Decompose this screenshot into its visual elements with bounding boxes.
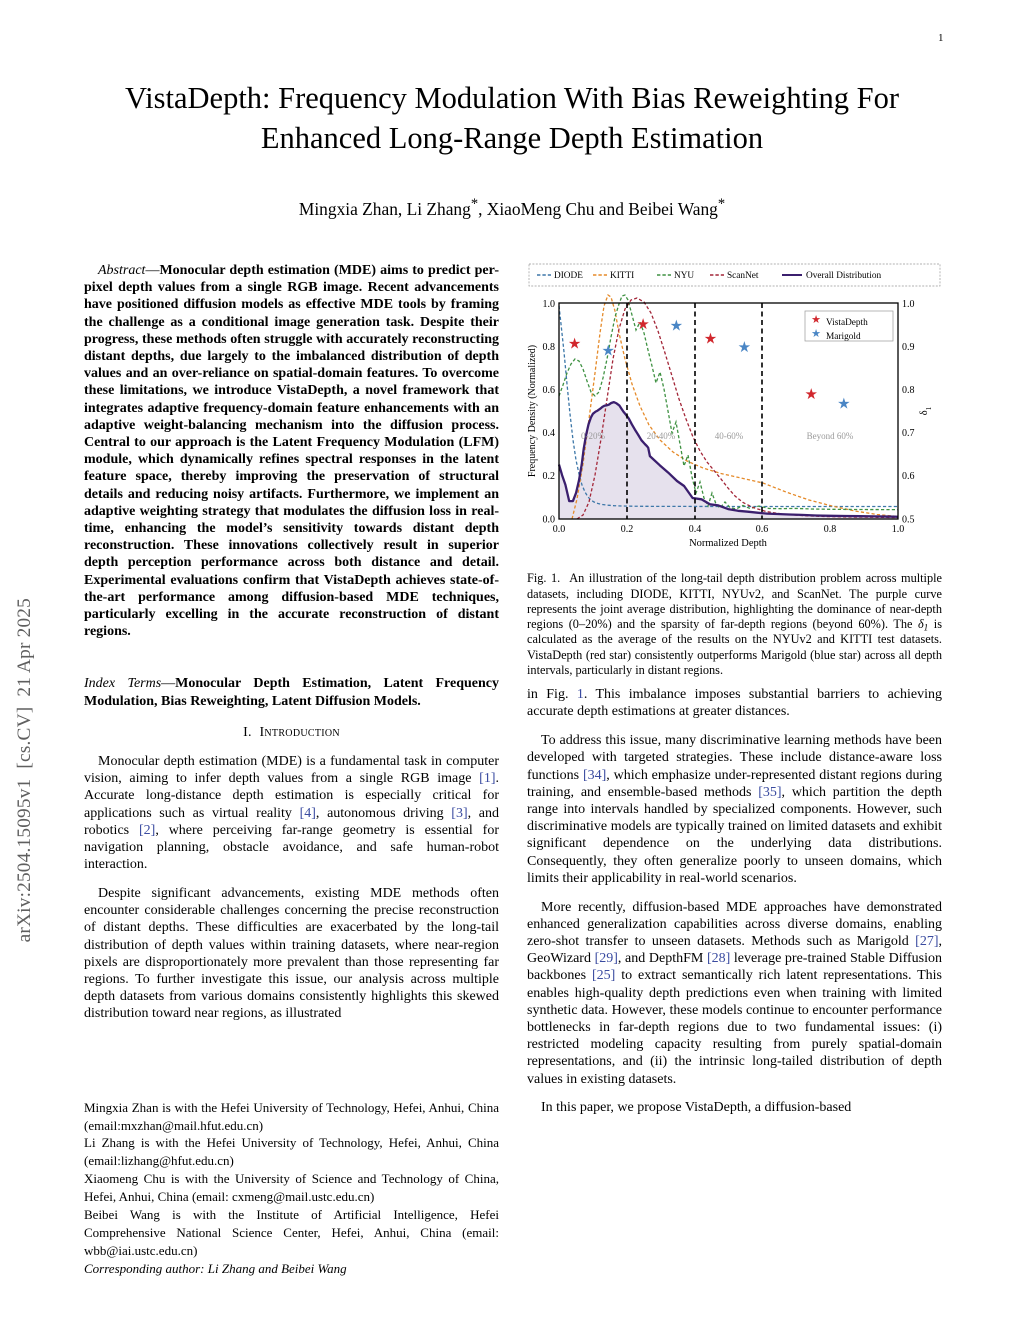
svg-text:0.0: 0.0 — [543, 515, 556, 526]
svg-text:1.0: 1.0 — [892, 524, 905, 535]
svg-text:0.4: 0.4 — [689, 524, 702, 535]
svg-text:KITTI: KITTI — [610, 271, 634, 281]
svg-text:★: ★ — [568, 337, 581, 353]
svg-text:0.8: 0.8 — [902, 385, 915, 396]
svg-text:0.2: 0.2 — [621, 524, 634, 535]
svg-text:0.9: 0.9 — [902, 342, 915, 353]
svg-text:20-40%: 20-40% — [647, 431, 676, 441]
svg-text:★: ★ — [670, 319, 683, 335]
svg-text:δ1: δ1 — [919, 406, 933, 415]
svg-text:0.5: 0.5 — [902, 515, 915, 526]
svg-text:1.0: 1.0 — [902, 299, 915, 310]
svg-text:★: ★ — [636, 317, 649, 333]
svg-text:Beyond 60%: Beyond 60% — [807, 431, 854, 441]
svg-text:★: ★ — [738, 340, 751, 356]
svg-text:Overall Distribution: Overall Distribution — [806, 271, 881, 281]
svg-text:★: ★ — [811, 314, 821, 326]
svg-text:0.6: 0.6 — [902, 471, 915, 482]
svg-text:★: ★ — [704, 332, 717, 348]
svg-text:40-60%: 40-60% — [715, 431, 744, 441]
svg-text:0.4: 0.4 — [543, 428, 556, 439]
svg-text:0.0: 0.0 — [553, 524, 566, 535]
svg-text:0.6: 0.6 — [756, 524, 769, 535]
svg-text:1.0: 1.0 — [543, 299, 556, 310]
svg-text:Marigold: Marigold — [826, 332, 861, 342]
svg-text:0.8: 0.8 — [824, 524, 837, 535]
svg-text:DIODE: DIODE — [554, 271, 583, 281]
svg-text:0.8: 0.8 — [543, 342, 556, 353]
svg-text:0-20%: 0-20% — [581, 431, 605, 441]
svg-text:★: ★ — [811, 328, 821, 340]
svg-text:Normalized Depth: Normalized Depth — [689, 538, 768, 549]
svg-text:Frequency Density (Normalized): Frequency Density (Normalized) — [527, 345, 538, 477]
svg-text:★: ★ — [837, 397, 850, 413]
svg-text:VistaDepth: VistaDepth — [826, 318, 868, 328]
svg-text:0.7: 0.7 — [902, 428, 915, 439]
svg-text:NYU: NYU — [674, 271, 694, 281]
svg-text:ScanNet: ScanNet — [727, 271, 759, 281]
svg-text:0.6: 0.6 — [543, 385, 556, 396]
svg-text:0.2: 0.2 — [543, 471, 556, 482]
svg-text:★: ★ — [601, 343, 614, 359]
svg-text:★: ★ — [804, 387, 817, 403]
